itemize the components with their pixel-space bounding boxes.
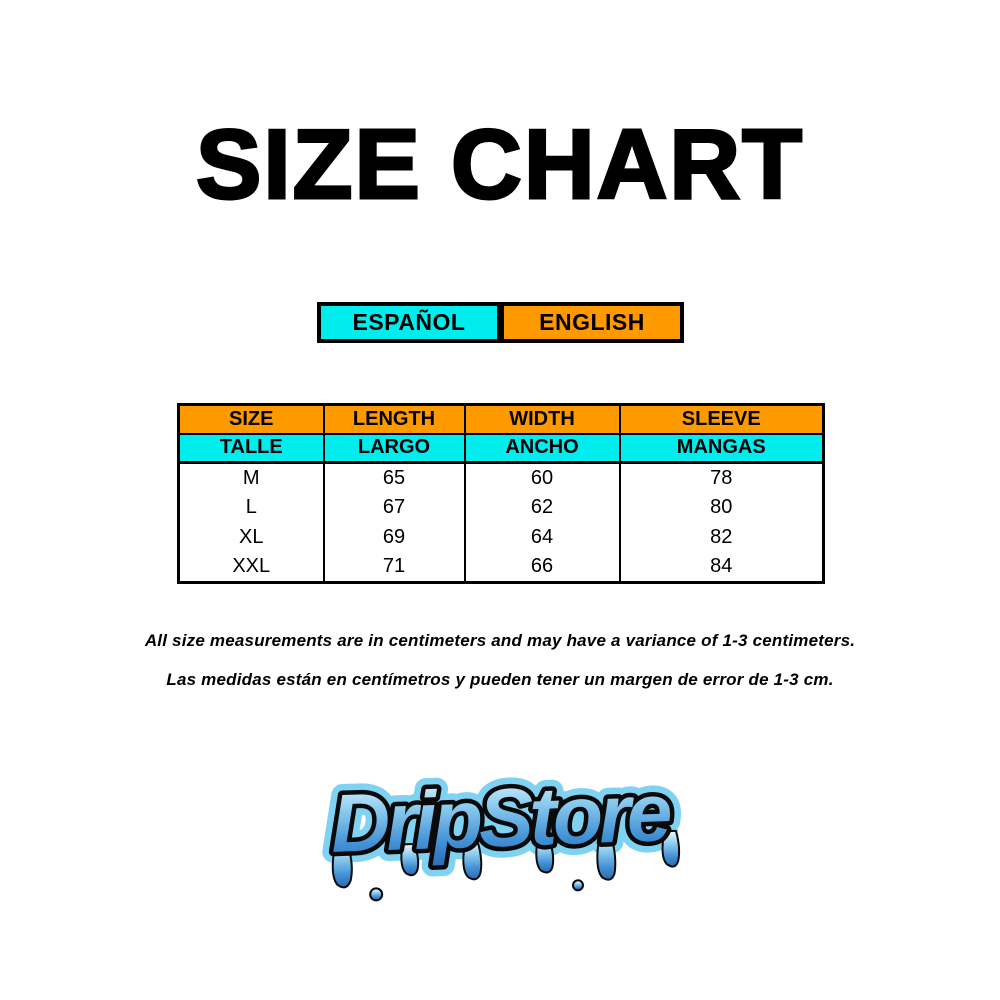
- language-toggle: ESPAÑOL ENGLISH: [317, 302, 684, 343]
- drip-shape: [535, 838, 555, 874]
- dripstore-logo-graphic: DripStore DripStore: [318, 756, 683, 902]
- cell-width: 64: [463, 522, 621, 553]
- dripstore-logo: DripStore DripStore: [270, 750, 730, 910]
- header-cell-ancho: ANCHO: [463, 433, 621, 464]
- header-cell-width: WIDTH: [463, 404, 621, 435]
- header-cell-sleeve: SLEEVE: [618, 404, 825, 435]
- cell-sleeve: 80: [618, 492, 825, 523]
- cell-size: XXL: [177, 552, 325, 583]
- header-cell-size: SIZE: [177, 404, 325, 435]
- drip-drop: [571, 879, 584, 892]
- cell-sleeve: 84: [618, 552, 825, 583]
- table-row: M 65 60 78: [177, 462, 825, 493]
- table-header-spanish: TALLE LARGO ANCHO MANGAS: [177, 433, 825, 464]
- cell-size: XL: [177, 522, 325, 553]
- header-cell-largo: LARGO: [322, 433, 466, 464]
- table-row: L 67 62 80: [177, 492, 825, 523]
- cell-length: 71: [322, 552, 466, 583]
- cell-width: 60: [463, 462, 621, 493]
- cell-size: L: [177, 492, 325, 523]
- drip-shape: [462, 838, 483, 881]
- header-cell-length: LENGTH: [322, 404, 466, 435]
- cell-size: M: [177, 462, 325, 493]
- cell-sleeve: 82: [618, 522, 825, 553]
- logo-text: DripStore: [329, 767, 672, 870]
- header-cell-mangas: MANGAS: [618, 433, 825, 464]
- cell-width: 66: [463, 552, 621, 583]
- drip-shape: [331, 841, 353, 889]
- english-button[interactable]: ENGLISH: [504, 306, 680, 339]
- drip-shape: [400, 843, 420, 877]
- header-cell-talle: TALLE: [177, 433, 325, 464]
- drip-drop: [369, 887, 384, 902]
- table-row: XL 69 64 82: [177, 522, 825, 553]
- drip-shape: [596, 834, 617, 881]
- logo-drips: [331, 829, 681, 902]
- cell-length: 69: [322, 522, 466, 553]
- note-spanish: Las medidas están en centímetros y puede…: [166, 670, 834, 689]
- cell-length: 65: [322, 462, 466, 493]
- cell-length: 67: [322, 492, 466, 523]
- espanol-button[interactable]: ESPAÑOL: [321, 306, 497, 339]
- page-title: SIZE CHART: [195, 109, 804, 219]
- table-row: XXL 71 66 84: [177, 552, 825, 583]
- size-table: SIZE LENGTH WIDTH SLEEVE TALLE LARGO ANC…: [177, 403, 825, 584]
- table-header-english: SIZE LENGTH WIDTH SLEEVE: [177, 404, 825, 435]
- cell-width: 62: [463, 492, 621, 523]
- cell-sleeve: 78: [618, 462, 825, 493]
- drip-shape: [661, 829, 681, 868]
- footnotes: All size measurements are in centimeters…: [0, 631, 1000, 709]
- note-english: All size measurements are in centimeters…: [144, 631, 856, 650]
